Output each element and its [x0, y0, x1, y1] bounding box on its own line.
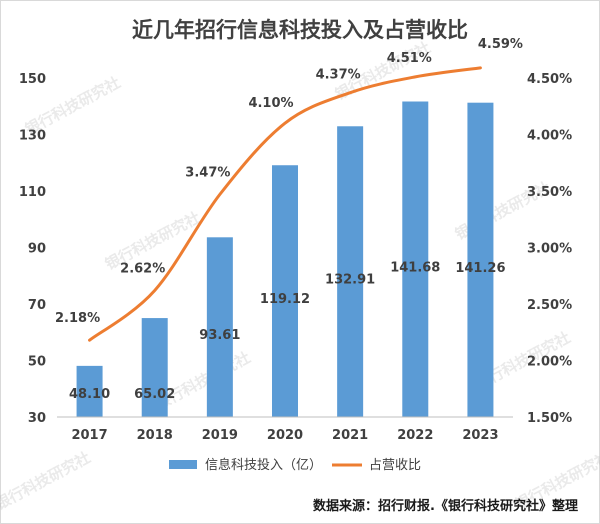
x-tick-label: 2018 — [137, 428, 173, 443]
y-right-tick-label: 2.50% — [527, 298, 572, 313]
x-tick-label: 2021 — [332, 428, 368, 443]
line-data-label: 2.18% — [55, 311, 100, 326]
bar — [402, 101, 429, 417]
x-tick-label: 2023 — [462, 428, 498, 443]
y-left-tick-label: 150 — [19, 72, 46, 87]
bar-data-label: 141.68 — [390, 260, 440, 275]
y-axis-left: 30 50 70 90 110 130 150 — [19, 72, 46, 426]
line-data-label: 4.59% — [478, 37, 523, 52]
bar — [337, 126, 364, 418]
legend: 信息科技投入（亿） 占营收比 — [169, 457, 421, 473]
line-data-label: 2.62% — [120, 261, 165, 276]
bar — [206, 237, 233, 417]
line-path — [88, 66, 482, 342]
bar — [141, 318, 168, 417]
y-left-tick-label: 110 — [19, 185, 46, 200]
bar-data-label: 119.12 — [260, 292, 310, 307]
x-axis: 2017 2018 2019 2020 2021 2022 2023 — [71, 428, 498, 443]
line-data-label: 4.37% — [316, 68, 361, 83]
y-left-tick-label: 50 — [28, 355, 46, 370]
bar-data-label: 48.10 — [69, 387, 110, 402]
x-tick-label: 2019 — [202, 428, 238, 443]
x-tick-label: 2017 — [71, 428, 107, 443]
bar-data-label: 65.02 — [134, 387, 175, 402]
y-right-tick-label: 1.50% — [527, 411, 572, 426]
line-data-label: 4.10% — [248, 96, 293, 111]
source-note: 数据来源：招行财报.《银行科技研究社》整理 — [313, 499, 578, 514]
line-data-label: 4.51% — [387, 51, 432, 66]
y-axis-right: 1.50% 2.00% 2.50% 3.00% 3.50% 4.00% 4.50% — [527, 72, 572, 426]
line-series — [88, 66, 482, 342]
y-right-tick-label: 2.00% — [527, 355, 572, 370]
x-tick-label: 2020 — [267, 428, 303, 443]
bar — [272, 165, 298, 417]
y-right-tick-label: 4.00% — [527, 129, 572, 144]
bar-labels: 48.10 65.02 93.61 119.12 132.91 141.68 141.26 — [69, 260, 506, 402]
bar — [467, 102, 494, 418]
y-right-tick-label: 3.00% — [527, 242, 572, 257]
y-left-tick-label: 90 — [28, 242, 46, 257]
y-left-tick-label: 70 — [28, 298, 46, 313]
line-labels: 2.18% 2.62% 3.47% 4.10% 4.37% 4.51% 4.59% — [55, 37, 523, 326]
chart-title: 近几年招行信息科技投入及占营收比 — [132, 18, 468, 42]
bar-data-label: 141.26 — [455, 261, 505, 276]
y-right-tick-label: 4.50% — [527, 72, 572, 87]
legend-label-line: 占营收比 — [369, 458, 421, 473]
y-left-tick-label: 30 — [28, 411, 46, 426]
bar — [76, 365, 103, 417]
y-left-tick-label: 130 — [19, 129, 46, 144]
y-right-tick-label: 3.50% — [527, 185, 572, 200]
bar-series — [76, 101, 494, 418]
legend-label-bar: 信息科技投入（亿） — [205, 457, 322, 473]
line-data-label: 3.47% — [185, 165, 230, 180]
x-tick-label: 2022 — [397, 428, 433, 443]
bar-data-label: 132.91 — [325, 273, 375, 288]
bar-data-label: 93.61 — [199, 328, 240, 343]
legend-swatch-bar — [169, 460, 197, 469]
